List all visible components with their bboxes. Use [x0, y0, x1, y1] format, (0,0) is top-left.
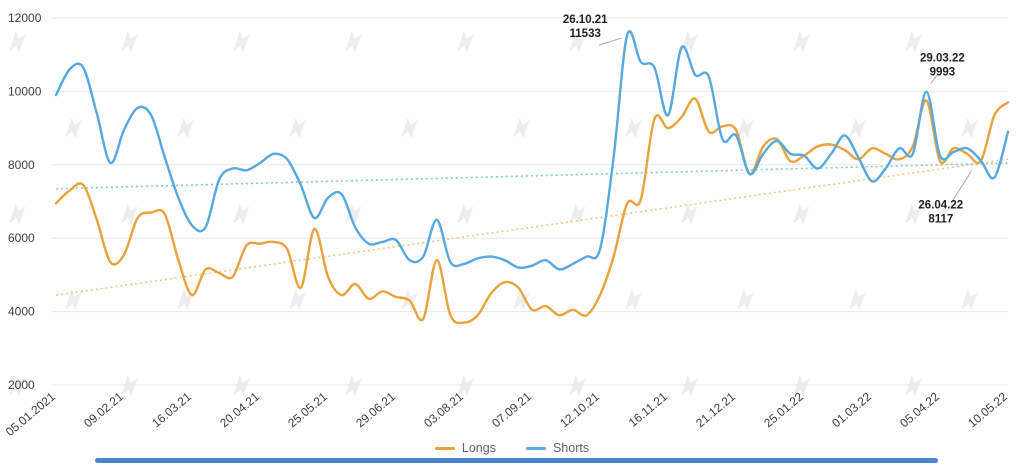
annotation-date: 26.04.22: [918, 200, 963, 212]
forklog-logo-icon: [345, 375, 362, 397]
trendline-shorts: [55, 162, 1009, 190]
forklog-logo-icon: [961, 289, 978, 311]
forklog-logo-icon: [401, 117, 418, 139]
forklog-logo-icon: [737, 117, 754, 139]
forklog-logo-icon: [569, 31, 586, 53]
forklog-logo-icon: [121, 31, 138, 53]
x-tick-label: 16.03.21: [149, 389, 194, 430]
x-tick-label: 12.10.21: [557, 389, 602, 430]
forklog-logo-icon: [905, 31, 922, 53]
forklog-logo-icon: [793, 31, 810, 53]
forklog-logo-icon: [457, 203, 474, 225]
x-tick-label: 07.09.21: [489, 389, 534, 430]
x-tick-label: 16.11.21: [626, 389, 670, 429]
x-tick-label: 05.01.2021: [3, 389, 58, 435]
x-tick-label: 25.05.21: [285, 389, 330, 430]
x-tick-label: 20.04.21: [217, 389, 262, 430]
forklog-logo-icon: [65, 289, 82, 311]
forklog-logo-icon: [9, 375, 26, 397]
forklog-logo-icon: [65, 117, 82, 139]
y-tick-label: 6000: [8, 231, 35, 245]
forklog-logo-icon: [569, 375, 586, 397]
y-tick-label: 10000: [8, 84, 42, 98]
forklog-logo-icon: [961, 117, 978, 139]
forklog-logo-icon: [233, 203, 250, 225]
x-tick-label: 25.01.22: [761, 389, 806, 430]
forklog-logo-icon: [345, 203, 362, 225]
legend-label-shorts: Shorts: [552, 441, 590, 455]
forklog-logo-icon: [625, 117, 642, 139]
legend-item-longs[interactable]: Longs: [434, 441, 496, 455]
forklog-logo-icon: [905, 375, 922, 397]
scrollbar-thumb[interactable]: [95, 458, 938, 463]
horizontal-scrollbar[interactable]: [0, 458, 1024, 464]
annotation-value: 8117: [928, 214, 953, 226]
forklog-logo-icon: [233, 375, 250, 397]
forklog-logo-icon: [457, 375, 474, 397]
x-tick-label: 09.02.21: [81, 389, 126, 430]
forklog-logo-icon: [793, 203, 810, 225]
forklog-logo-icon: [849, 289, 866, 311]
forklog-logo-icon: [793, 375, 810, 397]
forklog-logo-icon: [233, 31, 250, 53]
y-tick-label: 8000: [8, 158, 35, 172]
chart-legend: Longs Shorts: [0, 439, 1024, 457]
annotation-connector: [930, 73, 939, 85]
shorts-line-swatch: [525, 446, 546, 450]
forklog-logo-icon: [905, 203, 922, 225]
forklog-logo-icon: [737, 289, 754, 311]
forklog-logo-icon: [625, 289, 642, 311]
forklog-logo-icon: [121, 375, 138, 397]
x-tick-label: 03.08.21: [421, 389, 466, 430]
annotation-29.03.22: 29.03.22 9993: [920, 53, 965, 85]
series-line-shorts: [54, 30, 1010, 271]
chart-canvas: 2000 4000 6000 8000 10000 12000 05.01.2021 09.0…: [3, 11, 1010, 439]
forklog-logo-icon: [681, 31, 698, 53]
forklog-logo-icon: [177, 117, 194, 139]
longs-line-swatch: [434, 446, 455, 450]
y-tick-label: 4000: [8, 305, 35, 319]
forklog-logo-icon: [457, 31, 474, 53]
forklog-logo-icon: [9, 203, 26, 225]
x-tick-label: 21.12.21: [693, 389, 738, 430]
x-tick-label: 01.03.22: [829, 389, 874, 430]
x-tick-label: 29.06.21: [353, 389, 398, 430]
x-axis: 05.01.2021 09.02.21 16.03.21 20.04.21 25.05.…: [3, 389, 1010, 439]
annotation-date: 29.03.22: [920, 53, 965, 65]
annotation-connector: [952, 170, 973, 201]
forklog-logo-icon: [9, 31, 26, 53]
series-line-longs: [54, 97, 1010, 325]
forklog-logo-icon: [513, 117, 530, 139]
forklog-logo-icon: [681, 203, 698, 225]
y-axis: 2000 4000 6000 8000 10000 12000: [8, 11, 1008, 392]
y-tick-label: 2000: [8, 378, 35, 392]
y-tick-label: 12000: [8, 11, 42, 25]
forklog-logo-icon: [121, 203, 138, 225]
forklog-logo-icon: [513, 289, 530, 311]
x-tick-label: 05.04.22: [897, 389, 942, 430]
annotation-26.10.21: 26.10.21 11533: [563, 14, 622, 46]
trendline-longs: [55, 158, 1009, 296]
forklog-logo-icon: [681, 375, 698, 397]
annotation-connector: [599, 37, 622, 46]
forklog-logo-icon: [177, 289, 194, 311]
annotation-date: 26.10.21: [563, 14, 608, 26]
legend-label-longs: Longs: [461, 441, 496, 455]
legend-item-shorts[interactable]: Shorts: [525, 441, 590, 455]
annotation-26.04.22: 26.04.22 8117: [918, 170, 973, 226]
forklog-logo-icon: [569, 203, 586, 225]
forklog-logo-icon: [289, 117, 306, 139]
forklog-logo-icon: [849, 117, 866, 139]
x-tick-label: 10.05.22: [965, 389, 1010, 430]
watermark-grid: [9, 31, 978, 397]
annotation-value: 9993: [930, 67, 956, 79]
forklog-logo-icon: [345, 31, 362, 53]
annotation-value: 11533: [570, 28, 601, 40]
forklog-logo-icon: [289, 289, 306, 311]
